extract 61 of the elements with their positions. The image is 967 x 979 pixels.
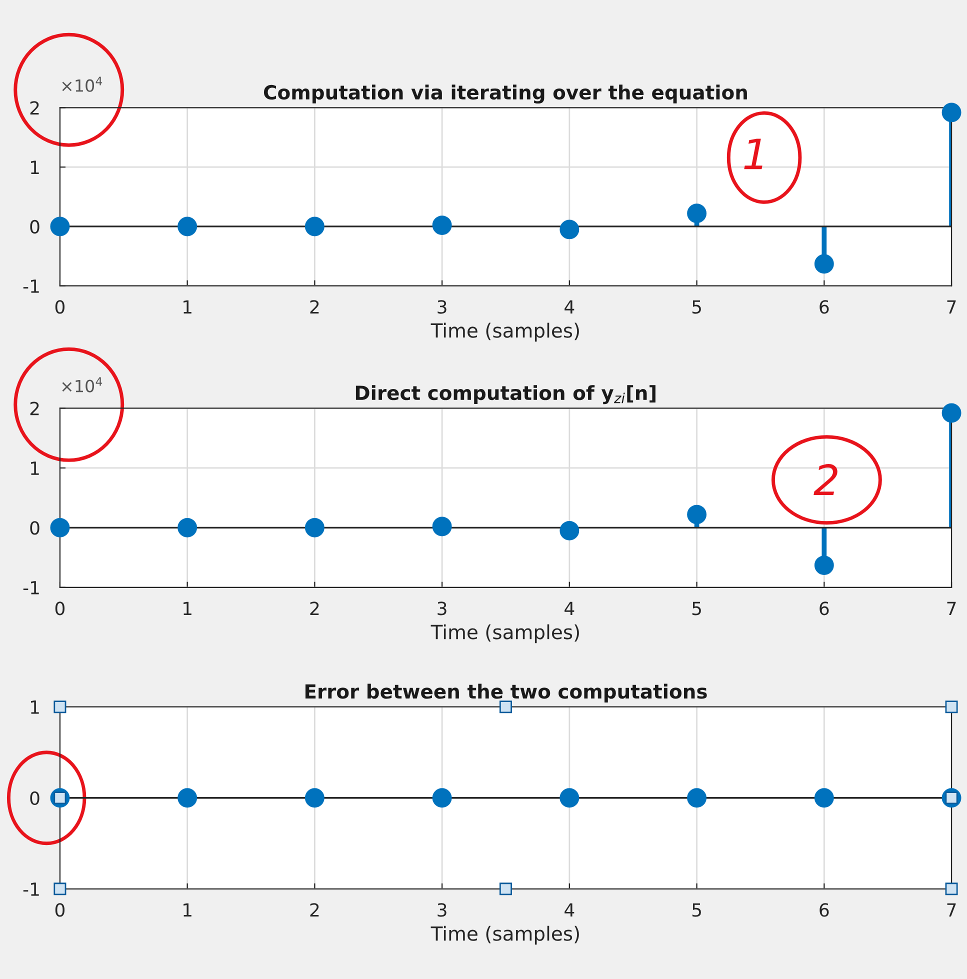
x-tick-label: 5 <box>692 903 701 917</box>
x-tick-label: 5 <box>692 300 701 314</box>
x-tick-label: 6 <box>820 602 829 616</box>
x-tick-label: 3 <box>438 903 446 917</box>
point <box>50 216 70 236</box>
point <box>304 518 324 538</box>
text: ×10$^{4}$ <box>62 377 102 392</box>
y-tick-label: -1 <box>23 882 39 896</box>
x-tick-label: 1 <box>184 602 192 616</box>
point <box>560 220 580 240</box>
x-tick-label: 3 <box>438 300 446 314</box>
x-tick-label: 2 <box>310 602 319 616</box>
point <box>942 102 962 122</box>
y-tick-label: 1 <box>31 462 39 475</box>
x-tick-label: 1 <box>184 903 192 917</box>
y-tick-label: -1 <box>23 280 39 293</box>
y-tick-label: -1 <box>23 581 39 594</box>
point <box>178 518 198 538</box>
x-tick-label: 1 <box>184 300 192 314</box>
x-tick-label: 0 <box>55 903 64 917</box>
point <box>687 204 707 224</box>
point <box>814 254 834 274</box>
x-axis-title: Time (samples) <box>430 926 579 945</box>
x-tick-label: 4 <box>564 602 574 616</box>
y-tick-label: 0 <box>30 521 40 535</box>
point <box>687 504 707 524</box>
x-tick-label: 4 <box>564 903 574 917</box>
x-tick-label: 7 <box>947 903 956 917</box>
y-tick-label: 2 <box>30 402 39 416</box>
x-axis-title: Time (samples) <box>430 322 579 342</box>
x-tick-label: 0 <box>55 300 64 314</box>
chart-title: Direct computation of y$_{zi}$[n] <box>356 385 656 404</box>
y-tick-label: 0 <box>30 220 40 234</box>
y-tick-label: 1 <box>31 160 39 174</box>
x-tick-label: 6 <box>820 903 829 917</box>
annotation: 2 <box>814 464 838 495</box>
x-tick-label: 6 <box>820 300 829 314</box>
chart-title: Computation via iterating over the equation <box>264 84 747 104</box>
point <box>304 216 324 236</box>
point <box>178 216 198 236</box>
point <box>432 216 452 236</box>
point <box>50 518 70 538</box>
y-tick-label: 0 <box>30 791 40 805</box>
x-tick-label: 0 <box>55 602 64 616</box>
x-tick-label: 7 <box>947 602 956 616</box>
point <box>432 516 452 536</box>
x-tick-label: 3 <box>438 602 446 616</box>
chart-title: Error between the two computations <box>305 684 707 703</box>
annotation: 1 <box>744 138 762 170</box>
y-tick-label: 1 <box>31 700 39 714</box>
point <box>814 556 834 576</box>
point <box>942 403 962 423</box>
point <box>560 520 580 540</box>
x-tick-label: 2 <box>310 903 319 917</box>
x-tick-label: 7 <box>947 300 956 314</box>
y-tick-label: 2 <box>30 101 39 115</box>
x-tick-label: 2 <box>310 300 319 314</box>
x-tick-label: 4 <box>564 300 574 314</box>
x-axis-title: Time (samples) <box>430 624 579 644</box>
text: ×10$^{4}$ <box>62 76 102 92</box>
x-tick-label: 5 <box>692 602 701 616</box>
